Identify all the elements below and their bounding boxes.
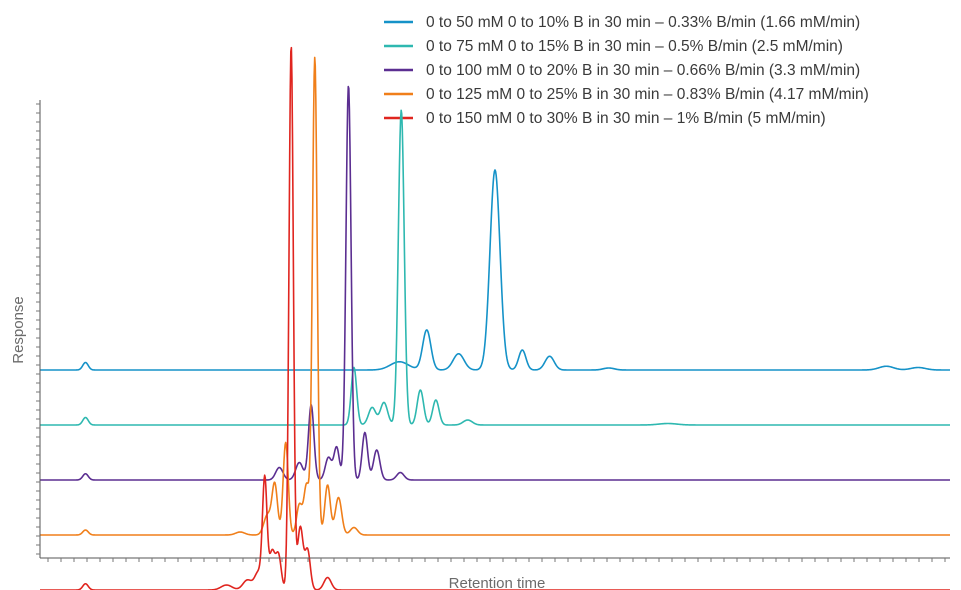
y-axis-title: Response [10,296,27,364]
legend-entry-2: 0 to 75 mM 0 to 15% B in 30 min – 0.5% B… [426,38,843,55]
series-line-4 [39,56,951,536]
y-axis-ticks [36,103,40,555]
legend-entry-3: 0 to 100 mM 0 to 20% B in 30 min – 0.66%… [426,62,860,79]
legend-entry-4: 0 to 125 mM 0 to 25% B in 30 min – 0.83%… [426,86,869,103]
legend: 0 to 50 mM 0 to 10% B in 30 min – 0.33% … [384,14,869,127]
legend-entry-5: 0 to 150 mM 0 to 30% B in 30 min – 1% B/… [426,110,826,127]
series-line-3 [39,85,951,481]
legend-entry-1: 0 to 50 mM 0 to 10% B in 30 min – 0.33% … [426,14,860,31]
series-line-5 [39,46,951,590]
series-line-1 [39,169,951,371]
series-line-2 [39,109,951,426]
plot-traces [39,46,951,590]
x-axis-title: Retention time [449,575,546,590]
x-axis-ticks [47,558,946,562]
